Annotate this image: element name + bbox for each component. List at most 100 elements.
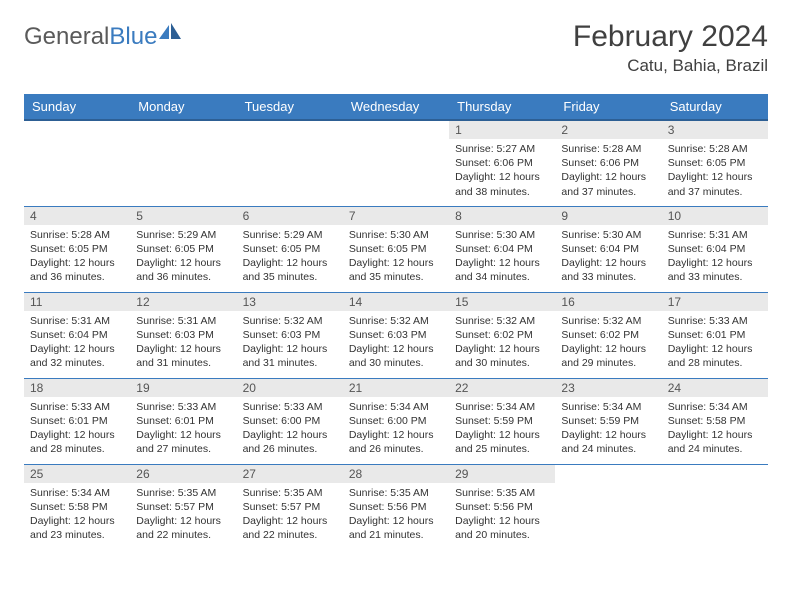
day-details: Sunrise: 5:35 AMSunset: 5:57 PMDaylight:…	[237, 483, 343, 549]
calendar-day-cell: 8Sunrise: 5:30 AMSunset: 6:04 PMDaylight…	[449, 206, 555, 292]
calendar-day-cell: 12Sunrise: 5:31 AMSunset: 6:03 PMDayligh…	[130, 292, 236, 378]
calendar-day-cell: 21Sunrise: 5:34 AMSunset: 6:00 PMDayligh…	[343, 378, 449, 464]
weekday-header: Tuesday	[237, 94, 343, 120]
day-number: 17	[662, 293, 768, 311]
day-number: 7	[343, 207, 449, 225]
weekday-header: Wednesday	[343, 94, 449, 120]
day-details: Sunrise: 5:29 AMSunset: 6:05 PMDaylight:…	[237, 225, 343, 291]
calendar-day-cell: 15Sunrise: 5:32 AMSunset: 6:02 PMDayligh…	[449, 292, 555, 378]
calendar-day-cell: 10Sunrise: 5:31 AMSunset: 6:04 PMDayligh…	[662, 206, 768, 292]
day-details: Sunrise: 5:33 AMSunset: 6:01 PMDaylight:…	[24, 397, 130, 463]
day-details: Sunrise: 5:28 AMSunset: 6:06 PMDaylight:…	[555, 139, 661, 205]
calendar-day-cell: 23Sunrise: 5:34 AMSunset: 5:59 PMDayligh…	[555, 378, 661, 464]
weekday-header-row: Sunday Monday Tuesday Wednesday Thursday…	[24, 94, 768, 120]
day-number: 3	[662, 121, 768, 139]
day-number: 15	[449, 293, 555, 311]
day-details: Sunrise: 5:35 AMSunset: 5:56 PMDaylight:…	[343, 483, 449, 549]
calendar-day-cell	[343, 120, 449, 206]
day-details: Sunrise: 5:32 AMSunset: 6:02 PMDaylight:…	[449, 311, 555, 377]
day-details: Sunrise: 5:35 AMSunset: 5:56 PMDaylight:…	[449, 483, 555, 549]
day-number: 27	[237, 465, 343, 483]
day-number: 19	[130, 379, 236, 397]
day-details: Sunrise: 5:34 AMSunset: 5:58 PMDaylight:…	[24, 483, 130, 549]
calendar-day-cell: 25Sunrise: 5:34 AMSunset: 5:58 PMDayligh…	[24, 464, 130, 550]
calendar-day-cell: 14Sunrise: 5:32 AMSunset: 6:03 PMDayligh…	[343, 292, 449, 378]
weekday-header: Sunday	[24, 94, 130, 120]
logo: GeneralBlue	[24, 20, 181, 54]
calendar-week-row: 1Sunrise: 5:27 AMSunset: 6:06 PMDaylight…	[24, 120, 768, 206]
day-number: 12	[130, 293, 236, 311]
day-number: 28	[343, 465, 449, 483]
calendar-day-cell: 9Sunrise: 5:30 AMSunset: 6:04 PMDaylight…	[555, 206, 661, 292]
day-details: Sunrise: 5:34 AMSunset: 5:58 PMDaylight:…	[662, 397, 768, 463]
day-details: Sunrise: 5:32 AMSunset: 6:03 PMDaylight:…	[343, 311, 449, 377]
title-block: February 2024 Catu, Bahia, Brazil	[573, 20, 768, 76]
calendar-day-cell: 24Sunrise: 5:34 AMSunset: 5:58 PMDayligh…	[662, 378, 768, 464]
calendar-day-cell	[555, 464, 661, 550]
day-details: Sunrise: 5:29 AMSunset: 6:05 PMDaylight:…	[130, 225, 236, 291]
day-number: 29	[449, 465, 555, 483]
calendar-day-cell: 28Sunrise: 5:35 AMSunset: 5:56 PMDayligh…	[343, 464, 449, 550]
day-details: Sunrise: 5:31 AMSunset: 6:03 PMDaylight:…	[130, 311, 236, 377]
day-details: Sunrise: 5:28 AMSunset: 6:05 PMDaylight:…	[662, 139, 768, 205]
calendar-day-cell: 13Sunrise: 5:32 AMSunset: 6:03 PMDayligh…	[237, 292, 343, 378]
calendar-week-row: 11Sunrise: 5:31 AMSunset: 6:04 PMDayligh…	[24, 292, 768, 378]
calendar-day-cell: 19Sunrise: 5:33 AMSunset: 6:01 PMDayligh…	[130, 378, 236, 464]
day-details: Sunrise: 5:31 AMSunset: 6:04 PMDaylight:…	[662, 225, 768, 291]
day-number: 13	[237, 293, 343, 311]
calendar-day-cell: 20Sunrise: 5:33 AMSunset: 6:00 PMDayligh…	[237, 378, 343, 464]
day-number: 22	[449, 379, 555, 397]
calendar-day-cell: 22Sunrise: 5:34 AMSunset: 5:59 PMDayligh…	[449, 378, 555, 464]
day-number: 25	[24, 465, 130, 483]
calendar-day-cell: 11Sunrise: 5:31 AMSunset: 6:04 PMDayligh…	[24, 292, 130, 378]
day-number: 8	[449, 207, 555, 225]
calendar-day-cell: 1Sunrise: 5:27 AMSunset: 6:06 PMDaylight…	[449, 120, 555, 206]
day-details: Sunrise: 5:30 AMSunset: 6:04 PMDaylight:…	[555, 225, 661, 291]
calendar-day-cell: 7Sunrise: 5:30 AMSunset: 6:05 PMDaylight…	[343, 206, 449, 292]
day-number: 24	[662, 379, 768, 397]
day-number: 18	[24, 379, 130, 397]
day-details: Sunrise: 5:34 AMSunset: 5:59 PMDaylight:…	[555, 397, 661, 463]
day-number: 2	[555, 121, 661, 139]
calendar-day-cell: 5Sunrise: 5:29 AMSunset: 6:05 PMDaylight…	[130, 206, 236, 292]
calendar-day-cell: 26Sunrise: 5:35 AMSunset: 5:57 PMDayligh…	[130, 464, 236, 550]
day-details: Sunrise: 5:32 AMSunset: 6:02 PMDaylight:…	[555, 311, 661, 377]
calendar-day-cell	[662, 464, 768, 550]
day-number: 6	[237, 207, 343, 225]
calendar-day-cell: 2Sunrise: 5:28 AMSunset: 6:06 PMDaylight…	[555, 120, 661, 206]
day-number: 20	[237, 379, 343, 397]
day-details: Sunrise: 5:34 AMSunset: 5:59 PMDaylight:…	[449, 397, 555, 463]
day-number: 11	[24, 293, 130, 311]
calendar-day-cell: 16Sunrise: 5:32 AMSunset: 6:02 PMDayligh…	[555, 292, 661, 378]
logo-text-blue: Blue	[109, 23, 157, 51]
day-details: Sunrise: 5:27 AMSunset: 6:06 PMDaylight:…	[449, 139, 555, 205]
weekday-header: Saturday	[662, 94, 768, 120]
day-number: 16	[555, 293, 661, 311]
day-number: 1	[449, 121, 555, 139]
day-details: Sunrise: 5:30 AMSunset: 6:04 PMDaylight:…	[449, 225, 555, 291]
day-details: Sunrise: 5:32 AMSunset: 6:03 PMDaylight:…	[237, 311, 343, 377]
day-number: 21	[343, 379, 449, 397]
calendar-day-cell: 18Sunrise: 5:33 AMSunset: 6:01 PMDayligh…	[24, 378, 130, 464]
calendar-day-cell: 3Sunrise: 5:28 AMSunset: 6:05 PMDaylight…	[662, 120, 768, 206]
calendar-day-cell	[24, 120, 130, 206]
calendar-week-row: 4Sunrise: 5:28 AMSunset: 6:05 PMDaylight…	[24, 206, 768, 292]
calendar-day-cell: 4Sunrise: 5:28 AMSunset: 6:05 PMDaylight…	[24, 206, 130, 292]
day-details: Sunrise: 5:33 AMSunset: 6:00 PMDaylight:…	[237, 397, 343, 463]
calendar-day-cell: 27Sunrise: 5:35 AMSunset: 5:57 PMDayligh…	[237, 464, 343, 550]
day-number: 9	[555, 207, 661, 225]
day-number: 5	[130, 207, 236, 225]
location: Catu, Bahia, Brazil	[573, 56, 768, 76]
day-number: 4	[24, 207, 130, 225]
logo-sail-icon	[159, 20, 181, 48]
day-number: 14	[343, 293, 449, 311]
day-number: 10	[662, 207, 768, 225]
calendar-day-cell: 29Sunrise: 5:35 AMSunset: 5:56 PMDayligh…	[449, 464, 555, 550]
calendar-day-cell: 6Sunrise: 5:29 AMSunset: 6:05 PMDaylight…	[237, 206, 343, 292]
calendar-week-row: 25Sunrise: 5:34 AMSunset: 5:58 PMDayligh…	[24, 464, 768, 550]
day-details: Sunrise: 5:28 AMSunset: 6:05 PMDaylight:…	[24, 225, 130, 291]
header: GeneralBlue February 2024 Catu, Bahia, B…	[24, 20, 768, 76]
weekday-header: Friday	[555, 94, 661, 120]
day-details: Sunrise: 5:35 AMSunset: 5:57 PMDaylight:…	[130, 483, 236, 549]
day-number: 23	[555, 379, 661, 397]
